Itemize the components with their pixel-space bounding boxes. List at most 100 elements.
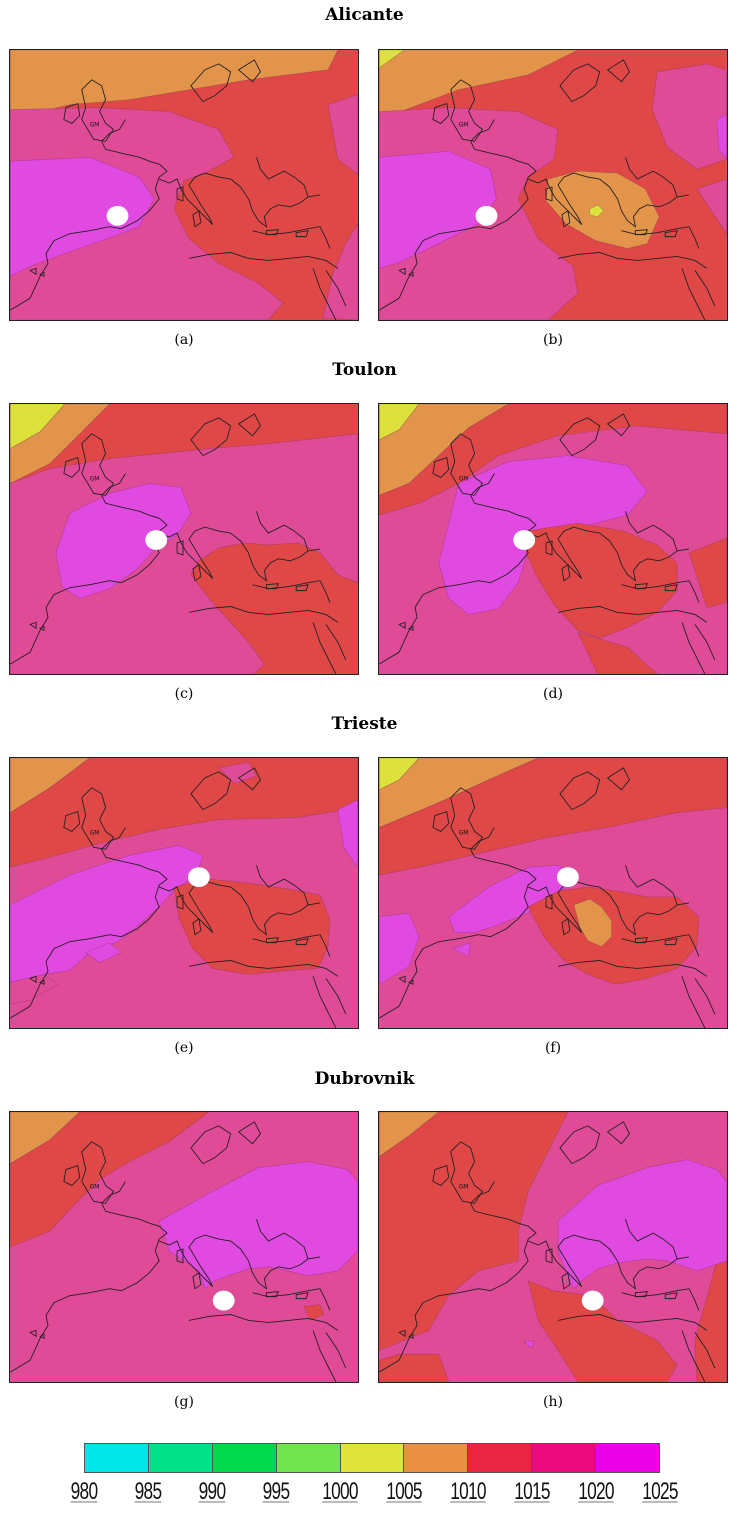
coastline <box>408 979 414 986</box>
coastline <box>694 978 716 1015</box>
coastline <box>312 976 337 1028</box>
pressure-region <box>525 522 678 639</box>
coastline <box>398 267 406 276</box>
pressure-region <box>523 1339 535 1349</box>
station-marker <box>513 530 536 550</box>
colorbar-tick-label: 980 <box>70 1478 98 1505</box>
coastline <box>29 975 37 984</box>
coastline <box>237 1121 261 1145</box>
coastline <box>176 1248 184 1264</box>
colorbar-segment <box>212 1444 277 1472</box>
pressure-map-e: GM <box>10 758 358 1028</box>
pressure-map-h: GM <box>379 1112 727 1382</box>
pressure-region <box>303 1304 325 1321</box>
map-label: GM <box>459 475 469 482</box>
coastline <box>101 1181 168 1234</box>
pressure-region <box>379 150 497 269</box>
station-marker <box>145 530 168 550</box>
coastline <box>63 103 81 124</box>
pressure-region <box>173 878 331 975</box>
pressure-region <box>10 1112 210 1248</box>
colorbar-tick-label: 1015 <box>514 1478 550 1505</box>
pressure-region <box>322 222 358 320</box>
coastline <box>606 1121 630 1145</box>
coastline <box>634 937 648 944</box>
coastline <box>29 1329 37 1338</box>
pressure-region <box>327 94 358 175</box>
coastline <box>587 884 690 936</box>
map-panel-g: GM <box>9 1111 359 1383</box>
colorbar-tick-label: 990 <box>198 1478 226 1505</box>
coastline <box>561 210 571 228</box>
coastline <box>39 1333 45 1340</box>
coastline <box>379 1232 537 1373</box>
coastline <box>176 540 184 556</box>
coastline <box>625 157 678 198</box>
station-marker <box>556 867 579 888</box>
colorbar-segment <box>85 1444 149 1472</box>
map-panel-a: GM <box>9 49 359 321</box>
coastline <box>192 564 202 582</box>
colorbar-segment <box>148 1444 213 1472</box>
coastline <box>664 1292 678 1300</box>
pressure-region <box>688 537 727 608</box>
coastline <box>312 622 337 674</box>
coastline <box>10 1232 168 1373</box>
pressure-map-d: GM <box>379 404 727 674</box>
coastline <box>470 1181 537 1234</box>
coastline <box>545 186 553 202</box>
coastline <box>587 1238 690 1290</box>
coastline <box>681 622 706 674</box>
coastline <box>295 230 309 238</box>
colorbar-tick-label: 1020 <box>578 1478 614 1505</box>
coastline <box>559 63 601 103</box>
coastline <box>681 976 706 1028</box>
coastline <box>625 865 678 906</box>
colorbar-segment <box>468 1444 533 1472</box>
coastline <box>190 771 232 811</box>
pressure-region <box>10 758 358 868</box>
coastline <box>432 103 450 124</box>
coastline <box>159 526 219 580</box>
coastline <box>470 473 537 526</box>
coastline <box>192 210 202 228</box>
coastline <box>545 540 553 556</box>
coastline <box>101 473 168 526</box>
coastline <box>265 583 279 590</box>
coastline <box>398 621 406 630</box>
coastline <box>398 975 406 984</box>
station-marker <box>581 1290 604 1311</box>
pressure-map-b: GM <box>379 50 727 320</box>
pressure-region <box>337 799 358 869</box>
coastline <box>325 978 347 1015</box>
station-marker <box>187 867 210 888</box>
pressure-region <box>10 156 155 277</box>
coastline <box>188 252 339 269</box>
coastline <box>625 1219 678 1260</box>
coastline <box>664 584 678 592</box>
coastline <box>265 1291 279 1298</box>
coastline <box>528 172 588 226</box>
coastline <box>190 63 232 103</box>
pressure-region <box>589 204 605 218</box>
map-panel-c: GM <box>9 403 359 675</box>
coastline <box>325 624 347 661</box>
coastline <box>265 937 279 944</box>
coastline <box>408 271 414 278</box>
map-label: GM <box>459 121 469 128</box>
coastline <box>557 252 708 269</box>
coastline <box>432 1165 450 1186</box>
coastline <box>325 270 347 307</box>
pressure-region <box>379 50 578 120</box>
section-title-dubrovnik: Dubrovnik <box>314 1069 415 1089</box>
pressure-region <box>379 404 727 516</box>
coastline <box>39 271 45 278</box>
colorbar-segment <box>276 1444 341 1472</box>
coastline <box>561 564 571 582</box>
coastline <box>470 119 537 172</box>
coastline <box>557 1314 708 1331</box>
map-panel-f: GM <box>378 757 728 1029</box>
map-panel-e: GM <box>9 757 359 1029</box>
caption-c: (c) <box>174 686 194 702</box>
station-marker <box>106 205 129 226</box>
